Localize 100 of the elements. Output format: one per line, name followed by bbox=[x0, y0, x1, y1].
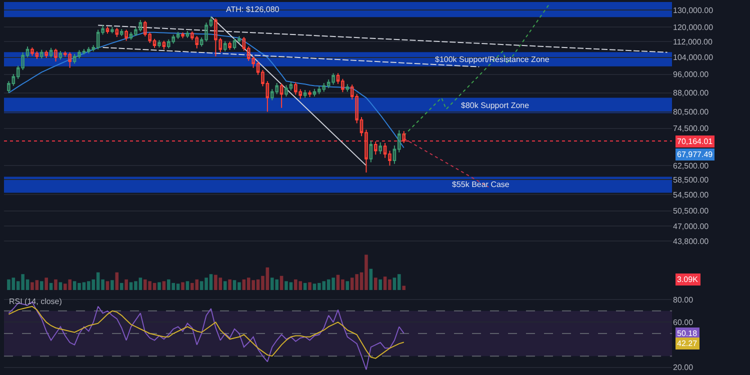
bar bbox=[44, 278, 48, 290]
candlestick bbox=[355, 94, 358, 124]
candlestick bbox=[92, 44, 96, 52]
candlestick bbox=[383, 142, 387, 158]
candlestick bbox=[54, 48, 58, 62]
candlestick bbox=[7, 80, 10, 94]
bar bbox=[58, 282, 62, 290]
candlestick bbox=[143, 20, 147, 37]
y-tick-label: 50,500.00 bbox=[673, 206, 710, 216]
candlestick bbox=[200, 37, 204, 47]
candlestick bbox=[246, 46, 250, 62]
candlestick bbox=[49, 47, 53, 58]
line-series bbox=[403, 3, 550, 136]
candlestick bbox=[378, 142, 382, 154]
candlestick bbox=[275, 82, 278, 95]
candlestick bbox=[172, 34, 175, 44]
candlestick bbox=[308, 90, 312, 98]
bar bbox=[378, 279, 382, 290]
candlestick bbox=[87, 46, 90, 54]
y-tick-label: 62,500.00 bbox=[673, 161, 710, 170]
candlestick bbox=[232, 38, 236, 50]
bar bbox=[228, 279, 232, 290]
candlestick bbox=[298, 88, 302, 100]
bar bbox=[124, 279, 128, 290]
band-label: $80k Support Zone bbox=[461, 101, 530, 110]
candlestick bbox=[96, 29, 100, 50]
bar bbox=[186, 281, 190, 290]
candlestick bbox=[181, 32, 184, 39]
text: 50.18 bbox=[677, 329, 698, 338]
candlestick bbox=[44, 50, 48, 58]
candlestick bbox=[223, 40, 227, 52]
candlestick bbox=[294, 82, 298, 96]
text: 42.27 bbox=[677, 339, 698, 348]
bar bbox=[402, 286, 406, 290]
candlestick bbox=[148, 32, 152, 44]
candlestick bbox=[346, 84, 350, 92]
bar bbox=[223, 281, 227, 290]
candlestick bbox=[64, 50, 67, 58]
candlestick bbox=[322, 82, 326, 92]
candlestick bbox=[167, 38, 170, 49]
candlestick bbox=[289, 81, 293, 91]
y-tick-label: 88,000.00 bbox=[673, 88, 710, 98]
candlestick bbox=[204, 22, 208, 42]
candlestick bbox=[398, 130, 401, 153]
bar bbox=[115, 272, 119, 290]
bar bbox=[346, 281, 350, 290]
candlestick bbox=[318, 86, 321, 95]
y-tick-label: 47,000.00 bbox=[673, 222, 710, 231]
candlestick bbox=[252, 56, 255, 68]
y-tick-label: 96,000.00 bbox=[673, 70, 710, 80]
candlestick bbox=[40, 49, 44, 59]
candlestick bbox=[266, 80, 270, 112]
candlestick bbox=[82, 48, 86, 55]
candlestick bbox=[78, 50, 81, 59]
y-tick-label: 54,500.00 bbox=[673, 190, 710, 200]
candlestick bbox=[152, 38, 156, 48]
candlestick bbox=[402, 130, 406, 144]
y-tick-label: 80,500.00 bbox=[673, 108, 710, 117]
y-tick-label: 43,800.00 bbox=[673, 236, 710, 246]
candlestick bbox=[72, 53, 76, 64]
candlestick bbox=[341, 78, 344, 93]
candlestick bbox=[336, 72, 340, 84]
candlestick bbox=[110, 26, 114, 34]
ref-line-label: 70,164.01 bbox=[677, 137, 714, 146]
candlestick bbox=[312, 88, 316, 98]
bar bbox=[280, 276, 284, 290]
candlestick bbox=[326, 79, 330, 89]
candlestick bbox=[256, 61, 260, 76]
candlestick bbox=[101, 24, 104, 36]
y-tick-label: 74,500.00 bbox=[673, 124, 710, 134]
candlestick bbox=[129, 32, 133, 40]
candlestick bbox=[138, 20, 142, 32]
candlestick bbox=[30, 46, 34, 56]
candlestick bbox=[270, 88, 274, 101]
candlestick bbox=[195, 36, 199, 49]
y-tick-label: 104,000.00 bbox=[673, 53, 714, 62]
candlestick bbox=[106, 26, 110, 34]
text: 67,977.49 bbox=[677, 150, 714, 159]
bar bbox=[110, 280, 114, 290]
bar bbox=[106, 281, 110, 290]
candlestick bbox=[242, 36, 246, 52]
bar bbox=[369, 268, 373, 290]
candlestick bbox=[218, 37, 222, 53]
candlestick bbox=[360, 116, 364, 137]
candlestick bbox=[68, 52, 72, 68]
candlestick bbox=[190, 30, 194, 41]
candlestick bbox=[350, 84, 354, 100]
bar bbox=[49, 282, 53, 290]
candlestick bbox=[388, 150, 392, 166]
y-tick-label: 80.00 bbox=[673, 295, 694, 304]
bar bbox=[181, 282, 184, 290]
candlestick bbox=[303, 90, 307, 98]
candlestick bbox=[374, 141, 378, 156]
candlestick bbox=[261, 70, 264, 87]
bar bbox=[303, 282, 307, 290]
band-label: ATH: $126,080 bbox=[226, 5, 280, 14]
band-label: $55k Bear Case bbox=[452, 180, 510, 189]
chart-title: RSI (14, close) bbox=[9, 297, 62, 306]
candlestick bbox=[124, 29, 128, 42]
candlestick bbox=[120, 28, 124, 37]
